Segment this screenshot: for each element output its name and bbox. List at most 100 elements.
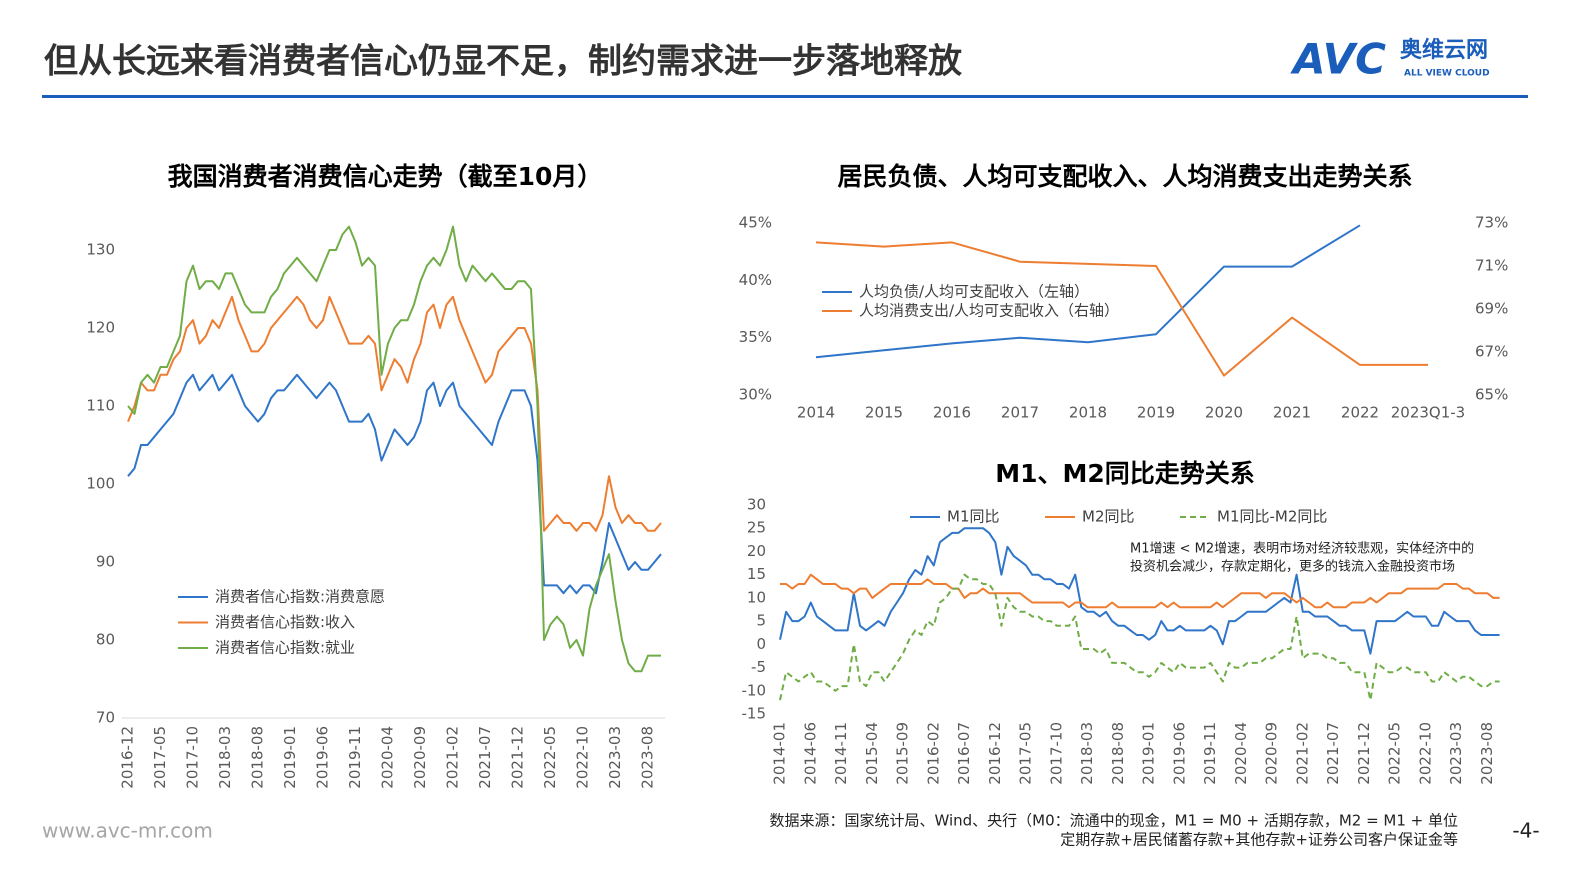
series-line (127, 295, 662, 532)
y-tick-label: 90 (96, 553, 115, 571)
y-tick-label: 45% (739, 214, 772, 232)
y-tick-label: -10 (742, 681, 767, 699)
series-line (127, 373, 662, 595)
y-tick-label: 80 (96, 631, 115, 649)
y-tick-label: 120 (86, 319, 115, 337)
y2-tick-label: 71% (1475, 257, 1508, 275)
x-tick-label: 2023-03 (1447, 722, 1465, 785)
series-line (779, 527, 1500, 655)
x-tick-label: 2019-01 (281, 726, 299, 789)
x-tick-label: 2020-04 (379, 726, 397, 789)
y-tick-label: 20 (747, 542, 766, 560)
x-tick-label: 2016-12 (986, 722, 1004, 785)
x-tick-label: 2020-09 (1263, 722, 1281, 785)
x-tick-label: 2021-07 (1324, 722, 1342, 785)
website: www.avc-mr.com (42, 819, 213, 843)
y-tick-label: 0 (756, 635, 766, 653)
legend-label: M1同比 (947, 508, 1000, 526)
x-tick-label: 2014-06 (801, 722, 819, 785)
legend-label: 人均负债/人均可支配收入（左轴） (859, 283, 1089, 301)
x-tick-label: 2023-08 (1478, 722, 1496, 785)
x-tick-label: 2019-01 (1140, 722, 1158, 785)
y-tick-label: 100 (86, 475, 115, 493)
x-tick-label: 2022 (1341, 404, 1379, 422)
x-tick-label: 2023-08 (639, 726, 657, 789)
series-line (127, 225, 661, 673)
x-tick-label: 2019-06 (314, 726, 332, 789)
x-tick-label: 2019-11 (346, 726, 364, 789)
x-tick-label: 2016-07 (955, 722, 973, 785)
x-tick-label: 2014-11 (832, 722, 850, 785)
x-tick-label: 2017-10 (1047, 722, 1065, 785)
page-title: 但从长远来看消费者信心仍显不足，制约需求进一步落地释放 (44, 42, 962, 82)
y2-tick-label: 69% (1475, 300, 1508, 318)
y-tick-label: -5 (751, 658, 766, 676)
x-tick-label: 2023Q1-3 (1391, 404, 1465, 422)
x-tick-label: 2018-03 (216, 726, 234, 789)
x-tick-label: 2022-05 (1386, 722, 1404, 785)
header-rule (42, 95, 1528, 98)
legend-label: 消费者信心指数:就业 (215, 639, 355, 657)
x-tick-label: 2021-12 (509, 726, 527, 789)
x-tick-label: 2019-06 (1170, 722, 1188, 785)
chart-title: M1、M2同比走势关系 (995, 459, 1255, 488)
legend-label: M1同比-M2同比 (1217, 508, 1327, 526)
x-tick-label: 2021-07 (476, 726, 494, 789)
x-tick-label: 2017-05 (1017, 722, 1035, 785)
x-tick-label: 2020-09 (411, 726, 429, 789)
x-tick-label: 2019-11 (1201, 722, 1219, 785)
y-tick-label: 25 (747, 519, 766, 537)
logo-mark: AVC (1290, 35, 1386, 84)
y-tick-label: 5 (756, 612, 766, 630)
legend-label: 消费者信心指数:收入 (215, 613, 355, 631)
x-tick-label: 2021 (1273, 404, 1311, 422)
series-line (780, 573, 1500, 609)
x-tick-label: 2018-03 (1078, 722, 1096, 785)
x-tick-label: 2021-02 (444, 726, 462, 789)
x-tick-label: 2015-09 (894, 722, 912, 785)
x-tick-label: 2021-12 (1355, 722, 1373, 785)
annotation: M1增速 < M2增速，表明市场对经济较悲观，实体经济中的 (1130, 541, 1474, 557)
source-note: 数据来源：国家统计局、Wind、央行（M0：流通中的现金，M1 = M0 + 活… (769, 812, 1458, 830)
x-tick-label: 2020 (1205, 404, 1243, 422)
x-tick-label: 2017-10 (184, 726, 202, 789)
y-tick-label: 70 (96, 709, 115, 727)
series-line (815, 224, 1361, 359)
legend-label: 人均消费支出/人均可支配收入（右轴） (859, 302, 1119, 320)
legend-label: M2同比 (1082, 508, 1135, 526)
x-tick-label: 2015 (865, 404, 903, 422)
y-tick-label: 35% (739, 328, 772, 346)
x-tick-label: 2021-02 (1293, 722, 1311, 785)
y-tick-label: 10 (747, 588, 766, 606)
y-tick-label: 40% (739, 271, 772, 289)
x-tick-label: 2018 (1069, 404, 1107, 422)
x-tick-label: 2022-10 (1416, 722, 1434, 785)
x-tick-label: 2017 (1001, 404, 1039, 422)
annotation: 投资机会减少，存款定期化，更多的钱流入金融投资市场 (1130, 559, 1455, 575)
x-tick-label: 2023-03 (606, 726, 624, 789)
series-line (779, 573, 1500, 702)
logo-tagline: ALL VIEW CLOUD (1404, 69, 1490, 79)
page-number: -4- (1512, 819, 1539, 843)
x-tick-label: 2016 (933, 404, 971, 422)
x-tick-label: 2022-05 (541, 726, 559, 789)
x-tick-label: 2022-10 (574, 726, 592, 789)
y2-tick-label: 73% (1475, 214, 1508, 232)
y-tick-label: 110 (86, 397, 115, 415)
y-tick-label: 30% (739, 386, 772, 404)
y-tick-label: 15 (747, 565, 766, 583)
y2-tick-label: 65% (1475, 386, 1508, 404)
x-tick-label: 2019 (1137, 404, 1175, 422)
series-line (815, 241, 1428, 377)
logo-name: 奥维云网 (1400, 37, 1488, 63)
chart-title: 我国消费者消费信心走势（截至10月） (168, 162, 603, 191)
chart-title: 居民负债、人均可支配收入、人均消费支出走势关系 (837, 162, 1412, 191)
x-tick-label: 2017-05 (151, 726, 169, 789)
x-tick-label: 2018-08 (1109, 722, 1127, 785)
legend-label: 消费者信心指数:消费意愿 (215, 588, 385, 606)
x-tick-label: 2016-02 (924, 722, 942, 785)
y-tick-label: -15 (742, 705, 767, 723)
x-tick-label: 2020-04 (1232, 722, 1250, 785)
